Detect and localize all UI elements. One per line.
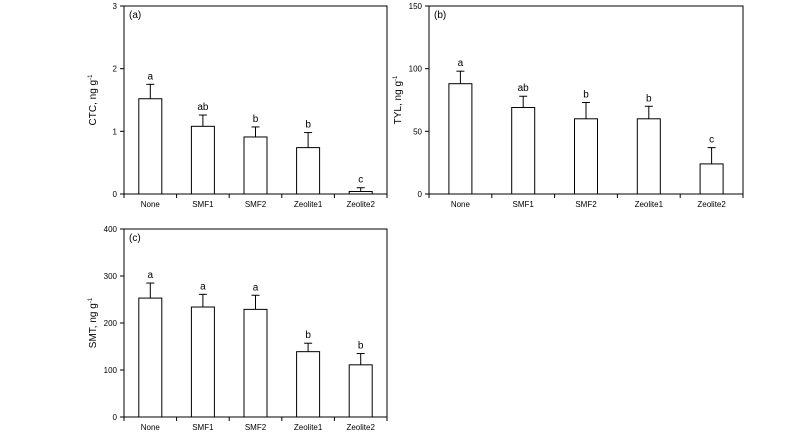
- bar-zeolite2: [348, 364, 373, 418]
- y-tick-label: 200: [104, 319, 118, 328]
- x-tick-label: Zeolite1: [635, 200, 664, 209]
- x-tick-label: SMF2: [245, 200, 267, 209]
- y-tick-label: 1: [113, 127, 118, 136]
- significance-label: b: [305, 120, 311, 131]
- significance-label: b: [305, 330, 311, 341]
- significance-label: a: [148, 270, 154, 281]
- x-tick-label: SMF1: [192, 423, 214, 432]
- significance-label: b: [358, 341, 364, 352]
- significance-label: ab: [197, 102, 209, 113]
- bar-smf2: [243, 136, 268, 195]
- y-tick-label: 0: [113, 190, 118, 199]
- significance-label: b: [253, 114, 259, 125]
- bar-none: [448, 83, 473, 195]
- y-tick-label: 50: [413, 127, 422, 136]
- significance-label: a: [148, 71, 154, 82]
- y-tick-label: 150: [409, 2, 423, 11]
- y-tick-label: 2: [113, 65, 118, 74]
- x-tick-label: SMF2: [575, 200, 597, 209]
- bar-smf1: [190, 125, 215, 195]
- y-tick-label: 3: [113, 2, 118, 11]
- panel-c: 0 100 200 300 400 a None a SMF1 a SMF2 b Zeolite1 b Ze…: [88, 225, 388, 432]
- significance-label: ab: [518, 83, 530, 94]
- x-tick-label: Zeolite2: [346, 200, 375, 209]
- panel-label: (a): [129, 10, 141, 21]
- y-tick-label: 0: [418, 190, 423, 199]
- y-axis-label: TYL, ng g-1: [393, 75, 404, 124]
- bar-smf2: [243, 308, 268, 418]
- x-tick-label: SMF1: [192, 200, 214, 209]
- significance-label: b: [646, 93, 652, 104]
- significance-label: b: [583, 90, 589, 101]
- y-tick-label: 0: [113, 413, 118, 422]
- panel-label: (c): [129, 233, 141, 244]
- significance-label: c: [709, 135, 714, 146]
- bar-zeolite1: [296, 147, 321, 195]
- y-tick-label: 100: [104, 366, 118, 375]
- significance-label: a: [458, 58, 464, 69]
- bar-smf1: [511, 107, 536, 195]
- panel-b: 0 50 100 150 a None ab SMF1 b SMF2 b Zeolite1 c Zeoli…: [393, 2, 744, 209]
- significance-label: a: [253, 282, 259, 293]
- x-tick-label: Zeolite2: [697, 200, 726, 209]
- y-tick-label: 100: [409, 65, 423, 74]
- bar-zeolite2: [348, 190, 373, 195]
- x-tick-label: None: [141, 200, 161, 209]
- panel-label: (b): [434, 10, 446, 21]
- bar-zeolite2: [699, 163, 724, 195]
- bar-none: [138, 98, 163, 195]
- y-axis-label: SMT, ng g-1: [88, 297, 99, 348]
- x-tick-label: SMF1: [513, 200, 535, 209]
- x-tick-label: Zeolite1: [294, 200, 323, 209]
- significance-label: c: [358, 175, 363, 186]
- x-tick-label: None: [141, 423, 161, 432]
- y-tick-label: 300: [104, 272, 118, 281]
- x-tick-label: Zeolite2: [346, 423, 375, 432]
- bar-zeolite1: [296, 351, 321, 418]
- y-axis-label: CTC, ng g-1: [88, 74, 99, 126]
- y-tick-label: 400: [104, 225, 118, 234]
- bar-smf1: [190, 306, 215, 418]
- x-tick-label: SMF2: [245, 423, 267, 432]
- bar-zeolite1: [636, 118, 661, 195]
- x-tick-label: Zeolite1: [294, 423, 323, 432]
- x-tick-label: None: [451, 200, 471, 209]
- bar-none: [138, 297, 163, 418]
- bar-smf2: [574, 118, 598, 195]
- significance-label: a: [200, 281, 206, 292]
- panel-a: 0 1 2 3 a None ab SMF1 b SMF2 b Zeolite1 c Zeolite2 (a…: [88, 2, 388, 209]
